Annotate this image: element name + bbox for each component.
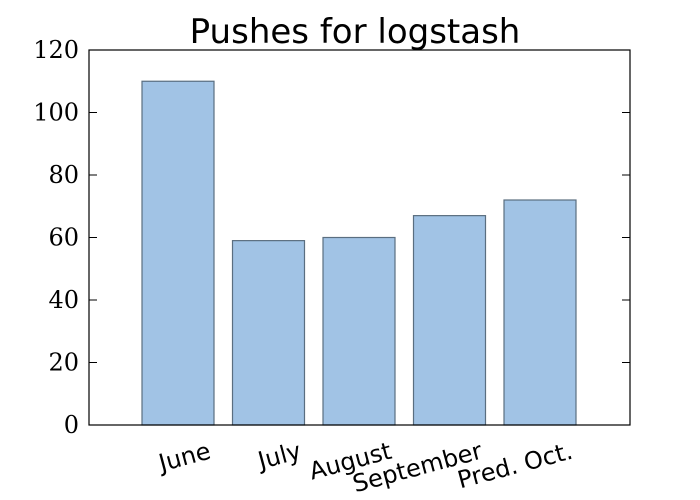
y-tick-label: 100 [33, 99, 79, 127]
y-tick-label: 80 [48, 161, 79, 189]
x-tick-label: July [253, 437, 304, 476]
bar-june [141, 80, 215, 426]
bar-pred-oct [503, 199, 577, 426]
bars-group [141, 80, 577, 426]
bar-august [322, 236, 396, 426]
bar-july [231, 240, 306, 426]
y-tick-label: 120 [33, 36, 79, 64]
y-tick-label: 40 [48, 286, 79, 314]
chart-title: Pushes for logstash [190, 12, 521, 52]
y-tick-label: 0 [64, 411, 79, 439]
y-axis-ticks: 0 20 40 60 80 100 120 [33, 36, 630, 439]
y-tick-label: 60 [48, 224, 79, 252]
y-tick-label: 20 [48, 349, 79, 377]
plot-frame [88, 49, 631, 426]
bar-september [412, 215, 487, 426]
x-tick-label: June [154, 437, 214, 478]
